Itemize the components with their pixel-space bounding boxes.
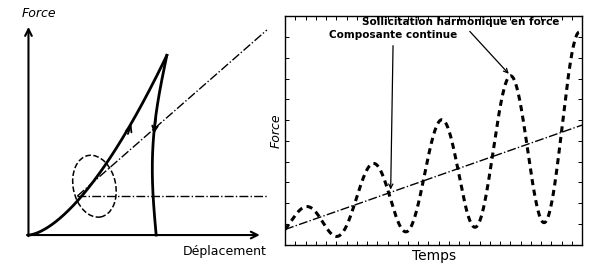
Y-axis label: Force: Force [269, 113, 282, 148]
Text: Force: Force [22, 7, 56, 20]
X-axis label: Temps: Temps [412, 249, 456, 263]
Text: Sollicitation harmonique en force: Sollicitation harmonique en force [362, 17, 560, 73]
Text: Composante continue: Composante continue [329, 30, 457, 188]
Text: Déplacement: Déplacement [183, 245, 267, 258]
